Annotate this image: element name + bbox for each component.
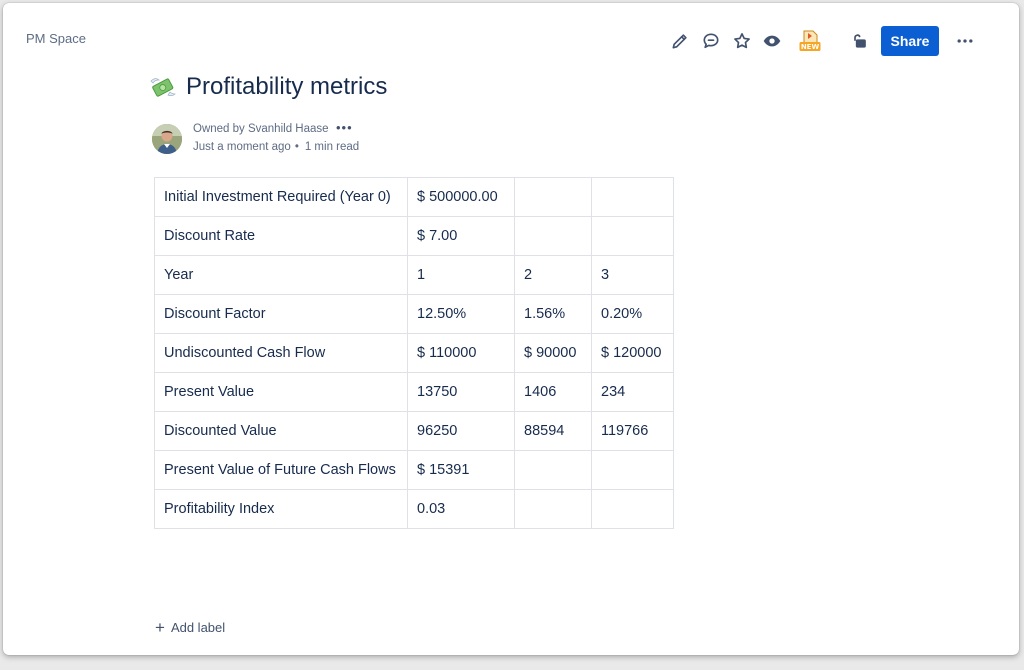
pencil-icon[interactable] — [668, 29, 692, 53]
value-cell: $ 110000 — [407, 333, 515, 373]
row-label-cell: Year — [154, 255, 408, 295]
add-label-text: Add label — [170, 620, 226, 635]
table-row: Year 1 2 3 — [154, 255, 674, 295]
page-meta: Just a moment ago • 1 min read — [193, 141, 359, 153]
value-cell: $ 500000.00 — [407, 177, 515, 217]
more-icon[interactable] — [953, 29, 977, 53]
add-label-button[interactable]: + Add label — [155, 618, 226, 637]
value-cell — [591, 489, 674, 529]
value-cell: 119766 — [591, 411, 674, 451]
table-row: Discounted Value 96250 88594 119766 — [154, 411, 674, 451]
table-row: Present Value of Future Cash Flows $ 1539… — [154, 450, 674, 490]
table-row: Present Value 13750 1406 234 — [154, 372, 674, 412]
table-row: Profitability Index 0.03 — [154, 489, 674, 529]
page-toolbar: NEW Share — [3, 23, 1019, 59]
row-label-cell: Discounted Value — [154, 411, 408, 451]
eye-icon[interactable] — [760, 29, 784, 53]
table-row: Discount Factor 12.50% 1.56% 0.20% — [154, 294, 674, 334]
value-cell: 3 — [591, 255, 674, 295]
new-badge-icon[interactable]: NEW — [799, 29, 821, 53]
row-label-cell: Discount Factor — [154, 294, 408, 334]
value-cell — [514, 450, 592, 490]
star-icon[interactable] — [730, 29, 754, 53]
comment-icon[interactable] — [699, 29, 723, 53]
value-cell: 12.50% — [407, 294, 515, 334]
value-cell: 13750 — [407, 372, 515, 412]
row-label-cell: Profitability Index — [154, 489, 408, 529]
value-cell: 0.03 — [407, 489, 515, 529]
value-cell: $ 120000 — [591, 333, 674, 373]
title-row: Profitability metrics — [149, 69, 387, 105]
share-button[interactable]: Share — [881, 26, 939, 56]
value-cell: 234 — [591, 372, 674, 412]
table-row: Discount Rate $ 7.00 — [154, 216, 674, 256]
value-cell: 2 — [514, 255, 592, 295]
value-cell — [514, 216, 592, 256]
row-label-cell: Discount Rate — [154, 216, 408, 256]
row-label-cell: Present Value — [154, 372, 408, 412]
value-cell: 1 — [407, 255, 515, 295]
table-row: Initial Investment Required (Year 0) $ 50… — [154, 177, 674, 217]
value-cell: 1.56% — [514, 294, 592, 334]
meta-separator: • — [294, 141, 299, 153]
updated-time[interactable]: Just a moment ago — [193, 141, 291, 153]
value-cell: $ 15391 — [407, 450, 515, 490]
value-cell: 96250 — [407, 411, 515, 451]
value-cell — [514, 489, 592, 529]
value-cell: 1406 — [514, 372, 592, 412]
row-label-cell: Present Value of Future Cash Flows — [154, 450, 408, 490]
page-title: Profitability metrics — [186, 73, 388, 100]
value-cell: 0.20% — [591, 294, 674, 334]
unlock-icon[interactable] — [848, 29, 872, 53]
row-label-cell: Initial Investment Required (Year 0) — [154, 177, 408, 217]
value-cell — [591, 450, 674, 490]
page-frame: PM Space — [3, 3, 1019, 655]
read-time: 1 min read — [304, 141, 360, 153]
money-with-wings-icon — [149, 73, 177, 101]
metrics-table: Initial Investment Required (Year 0) $ 50… — [154, 177, 674, 529]
value-cell — [514, 177, 592, 217]
value-cell: $ 90000 — [514, 333, 592, 373]
byline-more-icon[interactable]: ••• — [336, 120, 353, 135]
avatar[interactable] — [152, 124, 182, 154]
value-cell — [591, 177, 674, 217]
owner-text[interactable]: Owned by Svanhild Haase — [193, 123, 329, 135]
table-row: Undiscounted Cash Flow $ 110000 $ 90000 $ 1… — [154, 333, 674, 373]
row-label-cell: Undiscounted Cash Flow — [154, 333, 408, 373]
plus-icon: + — [155, 618, 165, 637]
svg-text:NEW: NEW — [801, 43, 820, 51]
value-cell: 88594 — [514, 411, 592, 451]
space-name-link[interactable]: PM Space — [26, 31, 86, 46]
value-cell: $ 7.00 — [407, 216, 515, 256]
value-cell — [591, 216, 674, 256]
